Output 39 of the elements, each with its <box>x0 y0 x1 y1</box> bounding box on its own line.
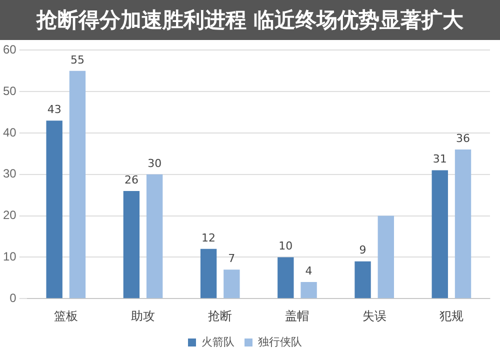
data-label: 55 <box>70 53 84 66</box>
x-tick-label: 犯规 <box>439 309 464 324</box>
bar <box>278 257 294 298</box>
data-label: 26 <box>124 173 138 186</box>
bar <box>454 150 472 298</box>
data-label: 4 <box>305 264 312 278</box>
bar <box>224 270 240 298</box>
bar <box>200 248 217 298</box>
x-tick-label: 盖帽 <box>285 309 310 324</box>
bar <box>300 282 317 298</box>
bar <box>378 216 394 298</box>
y-tick-label: 30 <box>2 166 17 181</box>
data-label: 43 <box>47 102 62 116</box>
y-tick-label: 10 <box>2 250 17 264</box>
bar <box>354 261 371 298</box>
y-tick-label: 60 <box>2 42 17 57</box>
data-label: 36 <box>456 132 470 145</box>
x-tick-label: 助攻 <box>131 309 156 324</box>
y-tick-label: 50 <box>2 84 17 98</box>
bar <box>69 70 86 298</box>
data-label: 30 <box>148 156 162 170</box>
y-tick-label: 0 <box>10 290 17 305</box>
x-tick-label: 失误 <box>362 309 386 324</box>
y-tick-label: 20 <box>2 208 17 222</box>
x-tick-label: 篮板 <box>54 309 78 324</box>
data-label: 31 <box>432 152 447 166</box>
data-label: 9 <box>359 244 366 257</box>
bar <box>432 170 448 298</box>
data-label: 7 <box>228 252 236 265</box>
x-tick-label: 抢断 <box>208 309 232 324</box>
bar <box>123 190 140 298</box>
chart-title: 抢断得分加速胜利进程 临近终场优势显著扩大 <box>0 0 500 40</box>
y-tick-label: 40 <box>2 125 17 140</box>
bar <box>46 120 62 298</box>
data-label: 12 <box>202 231 216 244</box>
data-label: 10 <box>278 240 293 253</box>
bar <box>146 174 163 298</box>
legend-label: 火箭队 <box>202 336 234 349</box>
legend-label: 独行侠队 <box>258 336 302 349</box>
